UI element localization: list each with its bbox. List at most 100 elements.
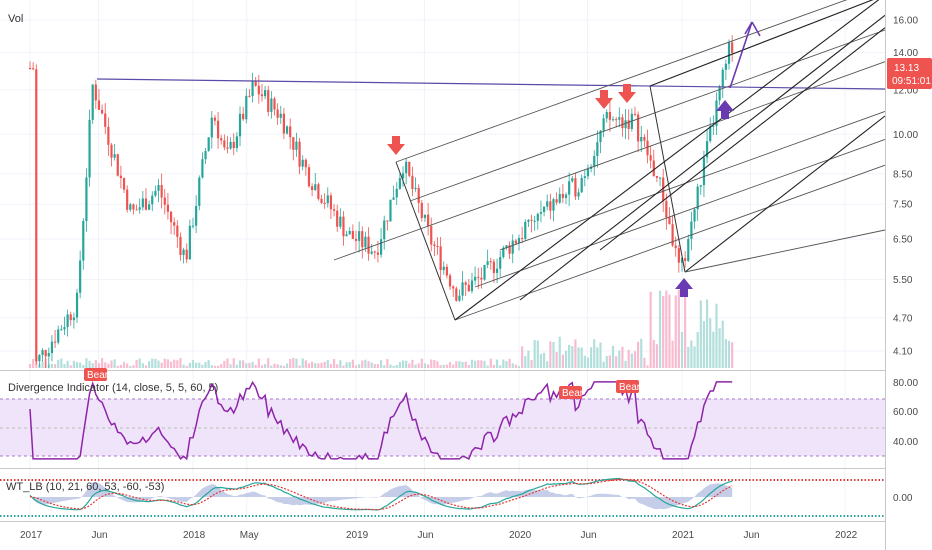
candle-body: [615, 119, 618, 121]
candle-body: [470, 280, 474, 292]
candle-body: [216, 120, 220, 139]
candle-body: [79, 260, 82, 293]
volume-bar: [486, 365, 489, 368]
up-arrow: [716, 100, 734, 119]
candle-body: [326, 195, 329, 204]
volume-bar: [351, 359, 354, 368]
projection-arrow-head: [751, 21, 761, 37]
volume-bar: [721, 320, 724, 368]
candle-body: [505, 245, 508, 248]
candle-body: [292, 137, 295, 150]
candle-body: [66, 314, 69, 328]
volume-bar: [254, 364, 257, 368]
candle-body: [452, 286, 455, 289]
candle-body: [50, 341, 54, 353]
volume-bar: [110, 360, 113, 368]
candle-body: [235, 136, 238, 149]
volume-bar: [558, 336, 561, 368]
candle-body: [677, 248, 680, 263]
price-pane[interactable]: Vol: [8, 0, 886, 369]
candle-body: [254, 81, 257, 86]
candle-body: [229, 141, 232, 149]
candle-body: [674, 245, 677, 249]
candle-body: [138, 207, 141, 210]
candle-body: [420, 202, 423, 218]
volume-bar: [709, 318, 712, 368]
volume-bar: [60, 358, 63, 368]
volume-bar: [298, 365, 301, 368]
volume-bar: [718, 328, 721, 368]
volume-bar: [699, 300, 702, 368]
candle-body: [267, 90, 270, 112]
candle-body: [702, 157, 706, 186]
wavetrend-pane[interactable]: WT_LB (10, 21, 60, 53, -60, -53): [0, 477, 885, 517]
rsi-line: [29, 380, 733, 461]
candle-body: [339, 216, 342, 227]
rsi-tick-40: 40.00: [893, 437, 918, 448]
price-axis[interactable]: 16.00 14.00 12.00 10.00 8.50 7.50 6.50 5.50 4.70…: [885, 0, 932, 550]
candle-body: [148, 204, 151, 210]
candle-body: [154, 190, 157, 196]
candle-body: [311, 186, 314, 190]
volume-bar: [144, 365, 148, 368]
candle-body: [351, 230, 354, 239]
candle-body: [188, 225, 191, 260]
volume-bar: [671, 340, 674, 368]
candle-body: [298, 141, 301, 167]
candle-body: [100, 109, 104, 114]
volume-bar: [348, 362, 351, 368]
candle-body: [724, 63, 727, 70]
candle-body: [445, 266, 449, 276]
volume-bar: [332, 359, 336, 368]
candle-body: [461, 282, 464, 296]
candle-body: [198, 177, 201, 206]
volume-bar: [151, 358, 154, 368]
volume-bar: [577, 347, 580, 368]
volume-bar: [715, 303, 718, 368]
divergence-pane[interactable]: Bear Bear Bear Divergence Indicator (14, c…: [0, 368, 885, 461]
volume-bar: [94, 360, 97, 368]
candle-body: [32, 68, 35, 70]
volume-bar: [32, 358, 35, 368]
volume-label: Vol: [8, 13, 23, 25]
volume-bar: [41, 362, 44, 368]
candle-body: [91, 84, 94, 120]
candle-body: [605, 112, 608, 119]
candle-body: [721, 69, 724, 87]
volume-bar: [238, 360, 242, 368]
volume-bar: [276, 364, 279, 368]
candle-body: [690, 221, 693, 239]
candle-body: [122, 178, 126, 190]
volume-bar: [260, 365, 264, 368]
candle-body: [358, 231, 361, 241]
candle-body: [492, 261, 496, 273]
candle-body: [132, 204, 135, 210]
volume-bar: [502, 359, 505, 368]
candle-body: [223, 140, 226, 148]
volume-bar: [436, 361, 439, 368]
last-price-badge: [887, 58, 932, 89]
bear-tags: Bear Bear Bear: [84, 368, 641, 399]
volume-bar: [430, 359, 433, 368]
time-axis[interactable]: 2017 Jun 2018 May 2019 Jun 2020 Jun 2021 Jun 2022: [20, 530, 858, 541]
pitchfork-line: [409, 29, 886, 202]
volume-bar: [314, 363, 317, 368]
volume-bar: [405, 360, 408, 368]
volume-bar: [643, 357, 646, 368]
volume-bar: [690, 340, 693, 368]
candle-body: [489, 261, 492, 263]
candle-body: [696, 186, 699, 210]
volume-bar: [602, 361, 605, 368]
candle-body: [511, 240, 514, 254]
candle-body: [593, 156, 596, 167]
candle-body: [60, 329, 63, 331]
candle-body: [527, 219, 530, 222]
candle-body: [577, 192, 580, 197]
candle-body: [141, 198, 144, 208]
rsi-tick-80: 80.00: [893, 378, 918, 389]
candle-body: [44, 350, 47, 357]
candle-body: [624, 120, 627, 129]
candle-body: [329, 195, 333, 210]
candle-body: [486, 261, 489, 265]
